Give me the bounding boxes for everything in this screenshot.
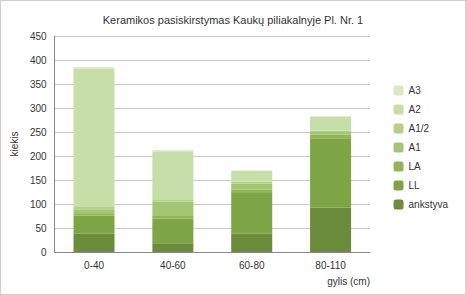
svg-text:LL: LL [409, 180, 421, 191]
svg-text:250: 250 [30, 127, 47, 138]
svg-text:40-60: 40-60 [160, 260, 186, 271]
svg-text:A1/2: A1/2 [409, 123, 430, 134]
svg-text:ankstyva: ankstyva [409, 199, 449, 210]
svg-text:80-110: 80-110 [315, 260, 346, 271]
svg-text:450: 450 [30, 31, 47, 42]
svg-text:60-80: 60-80 [239, 260, 265, 271]
svg-text:A3: A3 [409, 85, 422, 96]
svg-text:150: 150 [30, 175, 47, 186]
svg-text:A1: A1 [409, 142, 422, 153]
svg-text:50: 50 [35, 223, 47, 234]
svg-text:0: 0 [41, 247, 47, 258]
svg-text:A2: A2 [409, 104, 422, 115]
svg-text:gylis (cm): gylis (cm) [327, 276, 370, 287]
svg-text:100: 100 [30, 199, 47, 210]
svg-text:kiekis: kiekis [9, 131, 20, 156]
svg-text:200: 200 [30, 151, 47, 162]
svg-text:0-40: 0-40 [84, 260, 104, 271]
svg-text:350: 350 [30, 79, 47, 90]
svg-text:Keramikos pasiskirstymas Kaukų: Keramikos pasiskirstymas Kaukų piliakaln… [103, 14, 363, 26]
svg-text:400: 400 [30, 55, 47, 66]
svg-text:LA: LA [409, 161, 422, 172]
svg-text:300: 300 [30, 103, 47, 114]
